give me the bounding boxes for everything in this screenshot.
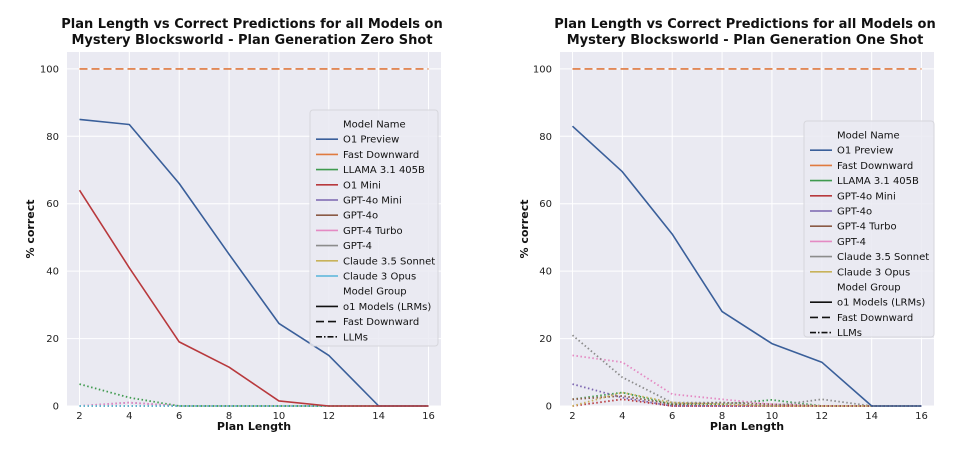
y-tick-label: 20 [539,334,552,345]
y-tick-label: 100 [40,64,59,75]
x-tick-label: 12 [322,411,335,422]
x-tick-label: 2 [569,411,575,422]
series-line-claude-3-opus [572,391,922,407]
y-tick-label: 80 [46,132,59,143]
legend-entry: LLAMA 3.1 405B [343,165,425,176]
x-tick-label: 4 [619,411,625,422]
legend-entry: Claude 3.5 Sonnet [343,256,435,267]
legend-entry: GPT-4o Mini [343,196,402,207]
x-tick-label: 10 [766,411,779,422]
legend-entry: GPT-4 Turbo [837,222,897,233]
legend-title: Model Name [343,120,406,131]
y-tick-label: 0 [546,402,552,413]
legend-entry: Fast Downward [343,150,419,161]
series-line-o1-mini [78,189,429,407]
x-tick-label: 12 [815,411,828,422]
y-tick-label: 0 [53,402,59,413]
legend-box [803,120,935,338]
legend-group-title: Model Group [837,283,901,294]
chart-title-line: Mystery Blocksworld - Plan Generation On… [567,33,924,48]
y-tick-label: 40 [539,267,552,278]
legend-box [309,109,439,347]
legend-entry: Claude 3 Opus [837,267,910,278]
chart-zero-shot: Plan Length vs Correct Predictions for a… [24,17,443,433]
series-line-o1-preview [79,118,429,407]
legend-group-title: Model Group [343,287,407,298]
legend-entry: Fast Downward [837,161,913,172]
x-tick-label: 14 [372,411,385,422]
x-tick-label: 2 [76,411,82,422]
y-tick-label: 100 [533,64,552,75]
x-tick-label: 16 [915,411,928,422]
legend-style-entry: Fast Downward [343,317,419,328]
x-tick-label: 6 [669,411,675,422]
x-tick-label: 6 [176,411,182,422]
legend-entry: GPT-4 [343,241,372,252]
legend-style-entry: Fast Downward [837,313,913,324]
legend-style-entry: o1 Models (LRMs) [343,302,431,313]
x-tick-label: 8 [226,411,232,422]
legend-entry: GPT-4o [343,211,378,222]
legend-style-entry: LLMs [343,332,368,343]
y-axis-label: % correct [518,199,531,258]
y-tick-label: 60 [46,199,59,210]
chart-title-line: Plan Length vs Correct Predictions for a… [61,17,442,32]
x-tick-label: 8 [719,411,725,422]
series-line-gpt-4 [572,354,922,407]
y-tick-label: 20 [46,334,59,345]
legend-entry: GPT-4o [837,207,872,218]
x-axis-label: Plan Length [710,420,784,433]
legend-entry: GPT-4o Mini [837,191,896,202]
legend: Model Name O1 Preview Fast Downward LLAMA 3… [309,109,439,347]
series-line-o1-preview [571,125,922,407]
y-tick-label: 80 [539,132,552,143]
y-tick-label: 40 [46,267,59,278]
x-tick-label: 16 [422,411,435,422]
legend-entry: LLAMA 3.1 405B [837,176,919,187]
x-tick-label: 10 [273,411,286,422]
legend-entry: GPT-4 Turbo [343,226,403,237]
x-tick-label: 14 [865,411,878,422]
legend-style-entry: LLMs [837,328,862,339]
x-tick-label: 4 [126,411,132,422]
legend-entry: GPT-4 [837,237,866,248]
y-tick-label: 60 [539,199,552,210]
chart-one-shot: Plan Length vs Correct Predictions for a… [518,17,936,433]
chart-title-line: Plan Length vs Correct Predictions for a… [554,17,935,32]
legend-style-entry: o1 Models (LRMs) [837,298,925,309]
legend-entry: Claude 3 Opus [343,272,416,283]
x-axis-label: Plan Length [217,420,291,433]
legend-entry: O1 Preview [837,146,893,157]
legend: Model Name O1 Preview Fast Downward LLAMA 3… [803,120,935,339]
legend-entry: O1 Mini [343,180,381,191]
legend-entry: O1 Preview [343,135,399,146]
legend-title: Model Name [837,131,900,142]
chart-title-line: Mystery Blocksworld - Plan Generation Ze… [71,33,432,48]
y-axis-label: % correct [24,199,37,258]
legend-entry: Claude 3.5 Sonnet [837,252,929,263]
